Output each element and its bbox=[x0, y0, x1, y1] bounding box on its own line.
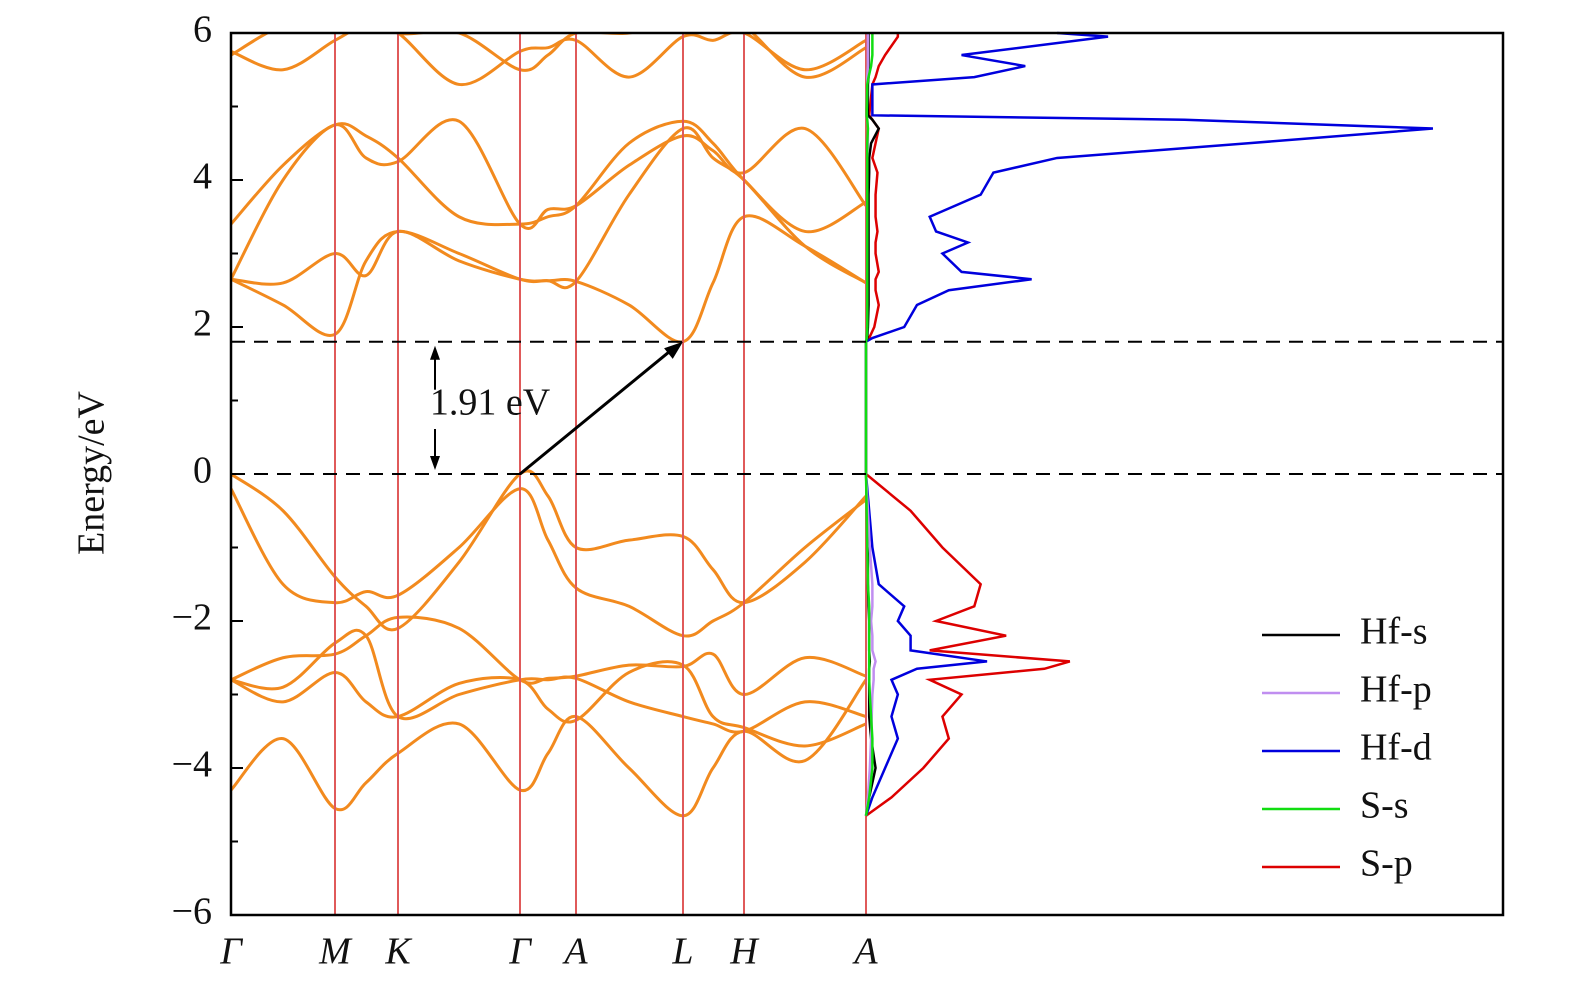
legend-label: S-p bbox=[1360, 843, 1413, 885]
x-tick-label: A bbox=[561, 931, 588, 973]
dos-curve bbox=[864, 31, 1434, 817]
band bbox=[231, 628, 866, 734]
y-tick-label: 4 bbox=[193, 156, 212, 198]
band bbox=[231, 33, 866, 79]
y-tick-label: −4 bbox=[172, 744, 212, 786]
band bbox=[231, 660, 866, 748]
arrow-head bbox=[664, 341, 683, 359]
arrow-head bbox=[430, 456, 440, 470]
x-tick-label: K bbox=[384, 931, 412, 973]
band bbox=[231, 469, 866, 632]
legend-label: Hf-d bbox=[1360, 727, 1432, 769]
x-tick-label: L bbox=[671, 931, 693, 973]
arrow-head bbox=[430, 345, 440, 360]
legend-label: Hf-p bbox=[1360, 669, 1432, 711]
y-tick-label: 0 bbox=[193, 450, 212, 492]
plot-frame bbox=[229, 31, 1505, 917]
legend-label: Hf-s bbox=[1360, 611, 1428, 653]
x-tick-label: Γ bbox=[508, 931, 532, 973]
annotation: 1.91 eV bbox=[430, 382, 551, 424]
gap-arrow bbox=[519, 347, 674, 476]
y-tick-label: −2 bbox=[172, 597, 212, 639]
y-axis-label: Energy/eV bbox=[71, 390, 113, 554]
x-tick-label: M bbox=[318, 931, 353, 973]
x-tick-label: Γ bbox=[219, 931, 243, 973]
y-tick-label: 2 bbox=[193, 303, 212, 345]
band bbox=[231, 678, 866, 818]
band bbox=[231, 615, 866, 697]
band bbox=[231, 33, 866, 86]
band bbox=[231, 487, 866, 638]
band bbox=[231, 119, 866, 234]
y-tick-label: 6 bbox=[193, 9, 212, 51]
x-tick-label: A bbox=[851, 931, 878, 973]
dos-curve bbox=[864, 33, 874, 816]
x-tick-label: H bbox=[729, 931, 760, 973]
y-tick-label: −6 bbox=[172, 891, 212, 933]
band bbox=[231, 214, 866, 344]
legend-label: S-s bbox=[1360, 785, 1409, 827]
